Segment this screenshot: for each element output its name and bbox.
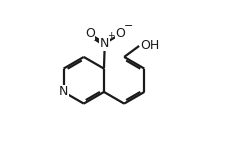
Text: +: + (107, 31, 114, 40)
Text: O: O (116, 27, 125, 40)
Text: OH: OH (141, 39, 160, 52)
Text: N: N (100, 37, 109, 50)
Text: −: − (124, 21, 134, 31)
Text: N: N (59, 85, 68, 98)
Text: O: O (85, 27, 95, 40)
